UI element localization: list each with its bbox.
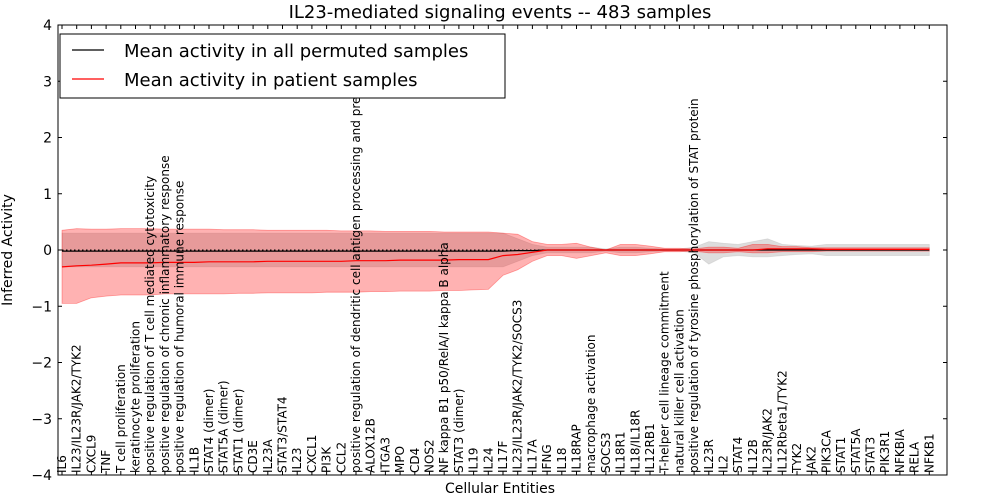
legend: Mean activity in all permuted samples Me… (59, 33, 506, 99)
category-label: IL19 (467, 448, 481, 474)
category-label: TYK2 (790, 443, 804, 474)
category-label: PIK3CA (819, 429, 833, 473)
category-label: positive regulation of T cell mediated c… (143, 176, 157, 473)
category-label: CXCL9 (84, 435, 98, 473)
category-label: IL12RB1 (643, 423, 657, 473)
band-permuted (61, 232, 930, 268)
y-tick-label: 4 (43, 18, 52, 34)
y-axis-label: Inferred Activity (0, 194, 16, 306)
category-label: IL23/IL23R/JAK2/TYK2/SOCS3 (511, 300, 525, 473)
chart-title: IL23-mediated signaling events -- 483 sa… (289, 2, 712, 23)
category-label: positive regulation of humoral immune re… (173, 181, 187, 473)
y-tick-label: −3 (31, 412, 52, 428)
category-label: CXCL1 (305, 435, 319, 473)
category-label: NOS2 (423, 439, 437, 473)
category-label: positive regulation of tyrosine phosphor… (687, 98, 701, 473)
category-label: STAT3/STAT4 (276, 396, 290, 473)
category-label: IL23R/JAK2 (761, 408, 775, 473)
category-label: ALOX12B (364, 418, 378, 473)
category-label: STAT3 (864, 437, 878, 473)
category-label: RELA (908, 441, 922, 473)
y-tick-label: −1 (31, 299, 52, 315)
y-tick-label: −4 (31, 468, 52, 484)
y-tick-label: 2 (43, 131, 52, 147)
category-label: IL12B (746, 439, 760, 473)
legend-box (59, 33, 506, 99)
category-label: TNF (99, 450, 113, 474)
category-label: PI3K (320, 446, 334, 473)
y-tick-label: 0 (43, 243, 52, 259)
category-label: STAT5A (849, 428, 863, 473)
category-label: IL17A (525, 439, 539, 473)
category-label: positive regulation of chronic inflammat… (158, 155, 172, 473)
y-tick-label: 3 (43, 74, 52, 90)
x-axis-label: Cellular Entities (445, 481, 555, 497)
category-label: CCL2 (334, 442, 348, 473)
category-label: IL18 (555, 448, 569, 474)
band-patient (61, 228, 930, 304)
category-label: IL6 (55, 455, 69, 473)
category-label: IL24 (481, 448, 495, 474)
category-label: JAK2 (805, 446, 819, 474)
category-label: IL2 (717, 455, 731, 473)
category-label: STAT1 (dimer) (231, 389, 245, 473)
y-tick-label: 1 (43, 187, 52, 203)
category-label: IL18R1 (614, 432, 628, 473)
category-label: IL12Rbeta1/TYK2 (775, 370, 789, 473)
category-label: IL23A (261, 439, 275, 473)
category-label: CD4 (408, 448, 422, 473)
category-label: STAT1 (834, 437, 848, 473)
category-labels: IL6 IL23/IL23R/JAK2/TYK2 CXCL9 TNF T cell pr… (55, 40, 936, 474)
category-label: IL1B (187, 447, 201, 473)
category-label: IL18/IL18R (628, 410, 642, 473)
category-label: IL17F (496, 441, 510, 473)
series-lines (61, 248, 930, 268)
y-axis-ticks: −4 −3 −2 −1 0 1 2 3 4 (31, 18, 947, 484)
category-label: IL23R (702, 439, 716, 473)
category-label: IL23 (290, 448, 304, 474)
category-label: positive regulation of dendritic cell an… (349, 40, 363, 473)
category-label: NFKBIA (893, 428, 907, 473)
category-label: macrophage activation (584, 335, 598, 473)
series-line-permuted (62, 249, 930, 252)
category-label: MPO (393, 446, 407, 473)
category-label: IL18RAP (570, 424, 584, 473)
category-label: CD3E (246, 440, 260, 473)
legend-label-permuted: Mean activity in all permuted samples (124, 41, 468, 62)
category-label: keratinocyte proliferation (129, 321, 143, 473)
category-label: SOCS3 (599, 432, 613, 473)
category-label: IFNG (540, 444, 554, 473)
y-tick-label: −2 (31, 356, 52, 372)
category-label: STAT4 (731, 437, 745, 473)
category-label: ITGA3 (378, 437, 392, 473)
category-label: IL23/IL23R/JAK2/TYK2 (70, 344, 84, 473)
category-label: NFKB1 (922, 433, 936, 473)
category-label: T cell proliferation (114, 364, 128, 474)
category-label: natural killer cell activation (672, 309, 686, 473)
category-label: STAT5A (dimer) (217, 380, 231, 473)
category-label: T-helper cell lineage commitment (658, 271, 672, 474)
bands (61, 228, 930, 304)
series-line-patient (61, 248, 930, 268)
category-label: STAT4 (dimer) (202, 389, 216, 473)
legend-label-patient: Mean activity in patient samples (124, 70, 418, 91)
category-label: NF kappa B1 p50/RelA/I kappa B alpha (437, 242, 451, 473)
category-label: STAT3 (dimer) (452, 389, 466, 473)
category-label: PIK3R1 (878, 431, 892, 473)
x-axis-ticks (61, 25, 930, 475)
